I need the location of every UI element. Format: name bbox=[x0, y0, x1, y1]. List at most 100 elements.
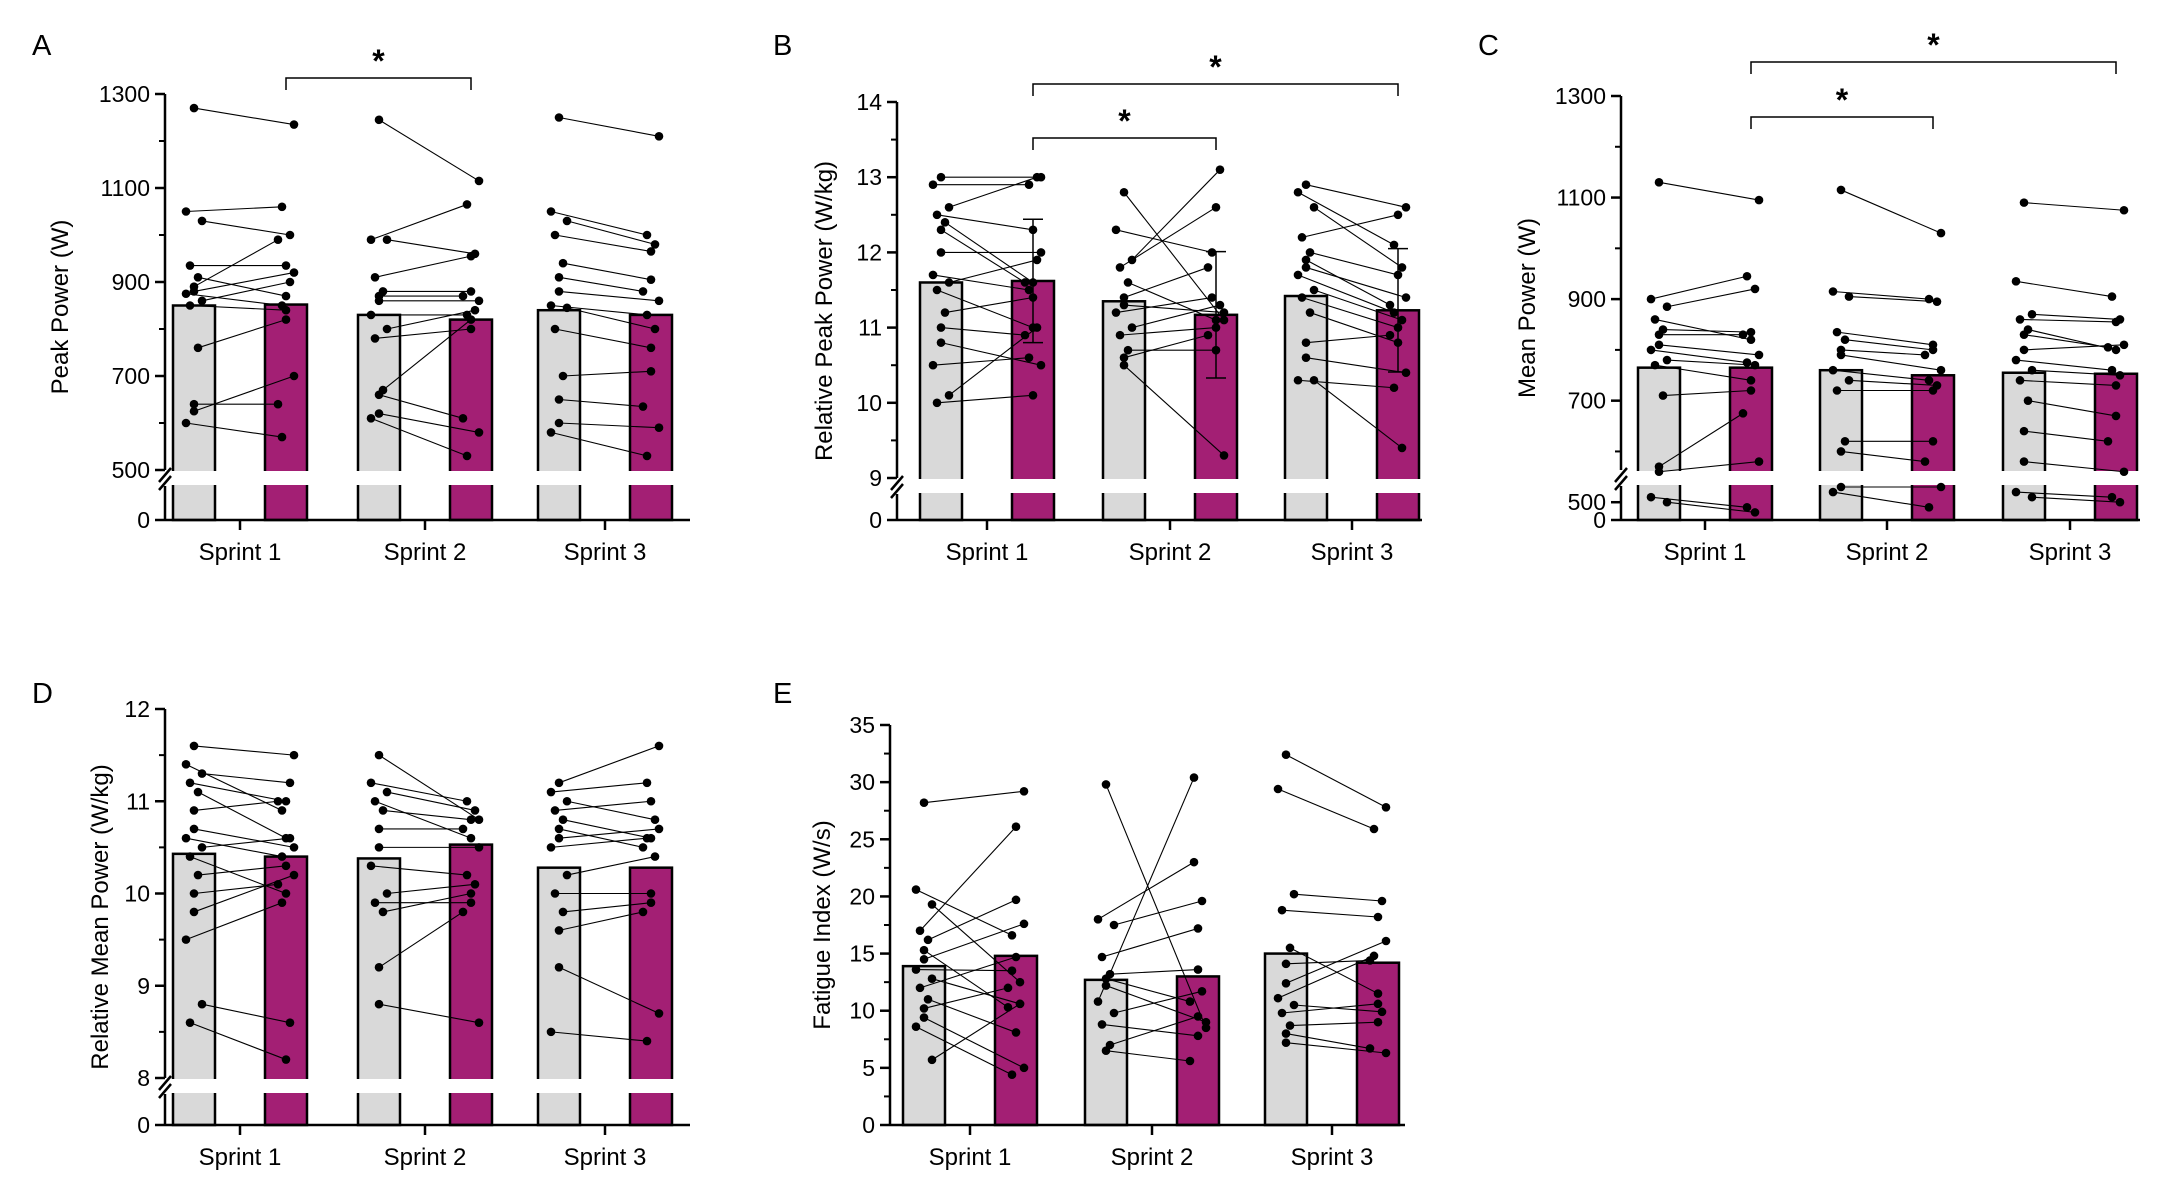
data-point bbox=[1844, 376, 1854, 385]
pair-line bbox=[1293, 893, 1383, 902]
pair-line bbox=[382, 892, 472, 913]
pair-line bbox=[1301, 214, 1399, 238]
data-point bbox=[1662, 497, 1672, 507]
data-point bbox=[558, 258, 568, 268]
data-point bbox=[189, 103, 199, 113]
data-point bbox=[197, 216, 207, 226]
data-point bbox=[181, 207, 191, 216]
data-point bbox=[1746, 376, 1756, 385]
pair-line bbox=[1301, 296, 1399, 329]
data-point bbox=[2119, 205, 2129, 215]
data-point bbox=[197, 843, 207, 852]
data-point bbox=[1115, 330, 1125, 340]
data-point bbox=[370, 273, 380, 282]
data-point bbox=[1924, 294, 1934, 304]
data-point bbox=[928, 360, 938, 370]
pair-line bbox=[1662, 389, 1752, 397]
data-point bbox=[1215, 300, 1225, 310]
bar-group-2-sprint-2 bbox=[1910, 374, 1956, 522]
data-point bbox=[923, 994, 933, 1004]
data-point bbox=[1401, 293, 1411, 302]
axes: 35 30 25 20 15 10 5 0 Sprint 1 Sprint 2 Sprint 3 bbox=[849, 712, 1405, 1171]
pair-line bbox=[378, 911, 464, 968]
y-tick-label: 5 bbox=[862, 1055, 875, 1081]
data-point bbox=[1007, 930, 1017, 940]
pair-line bbox=[554, 234, 652, 252]
data-point bbox=[1365, 1044, 1375, 1053]
data-point bbox=[189, 907, 199, 917]
pair-line bbox=[185, 902, 283, 941]
pair-line bbox=[201, 773, 291, 784]
data-point bbox=[936, 225, 946, 235]
data-point bbox=[181, 760, 191, 769]
data-point bbox=[197, 769, 207, 778]
pair-line bbox=[1113, 900, 1203, 926]
pair-line bbox=[386, 309, 476, 330]
pair-line bbox=[378, 413, 480, 433]
data-point bbox=[2011, 355, 2021, 365]
data-point bbox=[2019, 457, 2029, 466]
data-point bbox=[185, 1018, 195, 1027]
data-point bbox=[642, 1036, 652, 1046]
data-point bbox=[554, 963, 564, 972]
data-point bbox=[1197, 896, 1207, 906]
pair-line bbox=[193, 107, 295, 126]
data-point bbox=[1389, 240, 1399, 250]
pair-line bbox=[948, 259, 1038, 284]
data-point bbox=[919, 1004, 929, 1013]
data-point bbox=[1742, 271, 1752, 281]
data-point bbox=[654, 296, 664, 306]
data-point bbox=[466, 815, 476, 824]
y-axis-label: Peak Power (W) bbox=[47, 220, 74, 395]
data-point bbox=[642, 230, 652, 240]
data-point bbox=[2107, 365, 2117, 375]
data-point bbox=[374, 409, 384, 418]
pair-line bbox=[370, 203, 468, 241]
data-point bbox=[374, 750, 384, 760]
pair-line bbox=[554, 328, 652, 349]
bar-group-2-sprint-2 bbox=[1175, 975, 1221, 1127]
data-point bbox=[466, 889, 476, 898]
pair-line bbox=[1105, 1050, 1191, 1062]
data-point bbox=[1750, 360, 1760, 370]
data-point bbox=[646, 898, 656, 908]
pair-line bbox=[927, 899, 1017, 941]
pair-line bbox=[948, 327, 1038, 396]
pair-line bbox=[1309, 251, 1399, 276]
x-tick-label: Sprint 3 bbox=[1291, 1144, 1374, 1171]
data-point bbox=[1658, 391, 1668, 400]
pair-line bbox=[1313, 379, 1403, 449]
pair-line bbox=[1840, 189, 1942, 234]
data-point bbox=[462, 796, 472, 806]
data-point bbox=[366, 414, 376, 423]
data-point bbox=[2111, 411, 2121, 421]
data-point bbox=[1381, 1048, 1391, 1058]
data-point bbox=[1193, 1012, 1203, 1021]
pair-line bbox=[1650, 275, 1748, 300]
data-point bbox=[281, 315, 291, 324]
pair-line bbox=[1844, 339, 1934, 351]
pair-line bbox=[1101, 927, 1199, 958]
data-point bbox=[185, 852, 195, 861]
data-point bbox=[932, 210, 942, 220]
pair-line bbox=[382, 319, 472, 391]
paired-points bbox=[181, 741, 664, 1064]
data-point bbox=[1185, 1056, 1195, 1066]
pair-line bbox=[931, 978, 1021, 1005]
data-point bbox=[562, 303, 572, 313]
pair-line bbox=[197, 319, 287, 349]
data-point bbox=[374, 115, 384, 125]
pair-line bbox=[927, 998, 1017, 1033]
pair-line bbox=[386, 791, 476, 812]
axis-break-mark bbox=[158, 467, 172, 483]
panel-label: A bbox=[32, 30, 52, 62]
y-tick-label: 700 bbox=[1568, 388, 1606, 414]
data-point bbox=[366, 235, 376, 244]
data-point bbox=[289, 268, 299, 277]
y-tick-label: 12 bbox=[124, 696, 150, 722]
data-point bbox=[1109, 920, 1119, 930]
data-point bbox=[466, 898, 476, 908]
data-point bbox=[554, 926, 564, 935]
data-point bbox=[927, 900, 937, 909]
data-point bbox=[281, 1055, 291, 1064]
